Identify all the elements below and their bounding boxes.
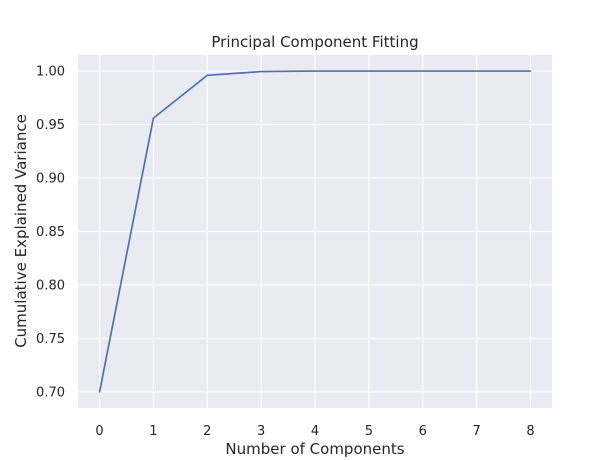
x-tick-labels: 0 1 2 3 4 5 6 7 8	[95, 424, 534, 439]
series-line-0	[98, 70, 532, 393]
y-tick-label: 0.90	[36, 172, 65, 187]
y-tick-label: 0.75	[36, 332, 65, 347]
x-axis-title: Number of Components	[225, 440, 404, 458]
chart-title: Principal Component Fitting	[211, 33, 418, 51]
x-tick-label: 5	[365, 424, 373, 439]
y-tick-label: 1.00	[36, 65, 65, 80]
series-layer	[98, 70, 532, 393]
x-tick-label: 2	[203, 424, 211, 439]
x-tick-label: 3	[257, 424, 265, 439]
x-tick-label: 8	[526, 424, 534, 439]
y-axis-title: Cumulative Explained Variance	[12, 114, 30, 348]
x-tick-label: 6	[419, 424, 427, 439]
x-tick-label: 4	[311, 424, 319, 439]
y-tick-label: 0.95	[36, 118, 65, 133]
grid-lines	[78, 55, 552, 408]
y-tick-labels: 0.70 0.75 0.80 0.85 0.90 0.95 1.00	[36, 65, 65, 401]
x-tick-label: 0	[95, 424, 103, 439]
y-tick-label: 0.80	[36, 278, 65, 293]
y-tick-label: 0.70	[36, 385, 65, 400]
x-tick-label: 1	[149, 424, 157, 439]
x-tick-label: 7	[472, 424, 480, 439]
y-tick-label: 0.85	[36, 225, 65, 240]
